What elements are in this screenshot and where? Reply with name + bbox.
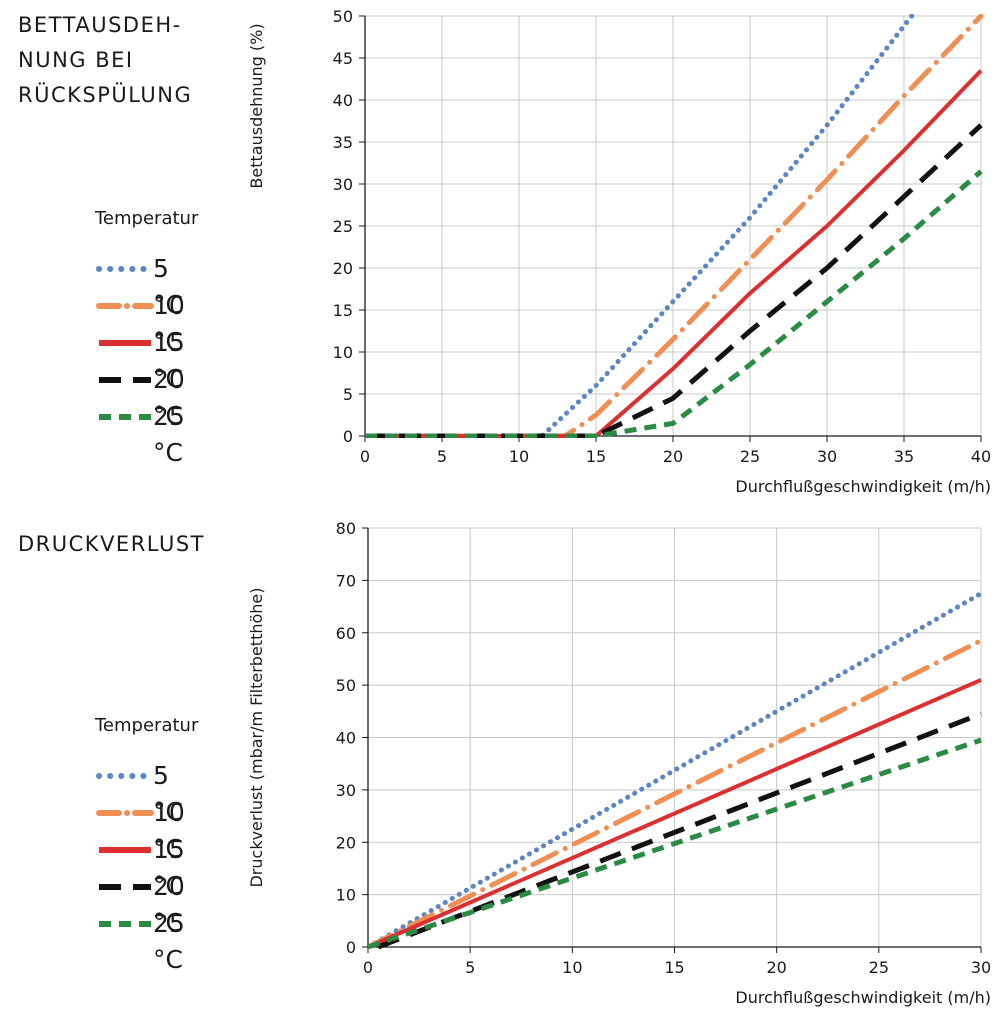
x-tick-label: 30 [817, 447, 837, 466]
y-tick-label: 15 [333, 301, 353, 320]
x-tick-label: 25 [869, 958, 889, 977]
y-tick-label: 30 [336, 781, 356, 800]
legend-swatch [99, 340, 151, 346]
chart-title-bettausdehnung: BETTAUSDEH- NUNG BEI RÜCKSPÜLUNG [18, 13, 193, 107]
x-tick-label: 10 [509, 447, 529, 466]
legend-item: 5 °C [95, 251, 198, 319]
legend-item: 20 °C [95, 869, 198, 937]
legend-swatch [96, 810, 154, 816]
legend-swatch [96, 266, 154, 272]
legend-item: 15 °C [95, 325, 198, 393]
series-line [377, 711, 982, 949]
legend-top: Temperatur 5 °C 10 °C 15 °C 20 °C 25 °C [95, 208, 199, 467]
legend-item: 10 °C [95, 288, 198, 356]
y-tick-label: 50 [336, 676, 356, 695]
y-tick-label: 10 [336, 886, 356, 905]
series-line [365, 169, 983, 438]
y-tick-label: 10 [333, 343, 353, 362]
y-axis-title: Bettausdehnung (%) [247, 23, 266, 188]
series-line [365, 123, 983, 438]
legend-swatch [96, 773, 154, 779]
x-axis-title: Durchflußgeschwindigkeit (m/h) [735, 477, 991, 496]
y-tick-label: 25 [333, 217, 353, 236]
legend-item: 5 °C [95, 758, 198, 826]
x-tick-label: 5 [465, 958, 475, 977]
legend-title: Temperatur [95, 208, 199, 229]
legend-label: 10 °C [153, 798, 185, 863]
series-line [365, 14, 984, 438]
legend-items: 5 °C 10 °C 15 °C 20 °C 25 °C [95, 251, 198, 467]
x-tick-label: 0 [360, 447, 370, 466]
legend-label: 15 °C [153, 835, 185, 900]
grid [364, 15, 982, 437]
series-line [368, 678, 982, 949]
legend-swatch [99, 921, 151, 927]
y-tick-label: 0 [343, 427, 353, 446]
y-tick-label: 20 [333, 259, 353, 278]
x-tick-label: 10 [562, 958, 582, 977]
legend-label: 20 °C [153, 872, 185, 937]
series-group [365, 14, 984, 438]
legend-swatch [99, 377, 151, 383]
legend-swatch [99, 847, 151, 853]
legend-item: 15 °C [95, 832, 198, 900]
y-tick-label: 30 [333, 175, 353, 194]
y-tick-label: 50 [333, 7, 353, 26]
series-group [368, 591, 984, 949]
legend-bottom: Temperatur 5 °C 10 °C 15 °C 20 °C 25 °C [95, 715, 199, 974]
legend-label: 5 °C [153, 254, 183, 319]
legend-swatch [99, 884, 151, 890]
chart-druckverlust: 0 5 10 15 20 25 30 0 10 20 30 40 50 60 70 80 Durchflußge… [247, 519, 991, 1007]
legend-label: 20 °C [153, 365, 185, 430]
x-tick-label: 5 [437, 447, 447, 466]
y-tick-label: 40 [336, 729, 356, 748]
x-tick-label: 25 [740, 447, 760, 466]
x-tick-label: 20 [663, 447, 683, 466]
y-tick-label: 40 [333, 91, 353, 110]
legend-label: 5 °C [153, 761, 183, 826]
series-line [368, 638, 984, 949]
chart-bettausdehnung: 0 5 10 15 20 25 30 35 40 0 5 10 15 20 25 30 35 40 45 50 Durc… [247, 7, 991, 496]
y-tick-label: 0 [346, 938, 356, 957]
legend-title: Temperatur [95, 715, 199, 736]
y-axis-title: Druckverlust (mbar/m Filterbetthöhe) [247, 587, 266, 887]
x-tick-label: 30 [971, 958, 991, 977]
legend-item: 20 °C [95, 362, 198, 430]
legend-label: 25 °C [153, 402, 185, 467]
legend-item: 25 °C [95, 906, 198, 974]
legend-label: 15 °C [153, 328, 185, 393]
y-tick-label: 60 [336, 624, 356, 643]
legend-item: 25 °C [95, 399, 198, 467]
y-tick-label: 70 [336, 571, 356, 590]
y-tick-label: 45 [333, 49, 353, 68]
series-line [368, 591, 984, 949]
x-tick-label: 20 [766, 958, 786, 977]
x-tick-label: 35 [894, 447, 914, 466]
legend-label: 25 °C [153, 909, 185, 974]
y-tick-label: 35 [333, 133, 353, 152]
grid [367, 527, 982, 948]
x-tick-label: 15 [586, 447, 606, 466]
chart-title-druckverlust: DRUCKVERLUST [18, 532, 205, 556]
legend-swatch [99, 414, 151, 420]
x-tick-label: 40 [971, 447, 991, 466]
x-tick-label: 15 [664, 958, 684, 977]
y-tick-label: 20 [336, 833, 356, 852]
legend-item: 10 °C [95, 795, 198, 863]
y-tick-label: 5 [343, 385, 353, 404]
y-tick-label: 80 [336, 519, 356, 538]
legend-swatch [96, 303, 154, 309]
x-axis-title: Durchflußgeschwindigkeit (m/h) [735, 988, 991, 1007]
legend-label: 10 °C [153, 291, 185, 356]
series-line [368, 737, 982, 949]
x-tick-label: 0 [363, 958, 373, 977]
legend-items: 5 °C 10 °C 15 °C 20 °C 25 °C [95, 758, 198, 974]
